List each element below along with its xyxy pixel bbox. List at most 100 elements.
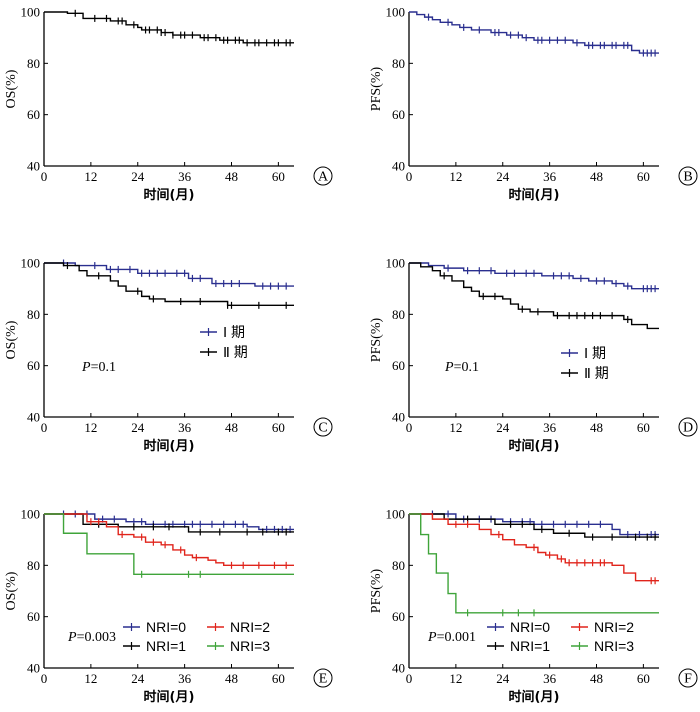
- x-tick-label: 36: [178, 671, 192, 686]
- x-axis-label: 时间(月): [144, 689, 195, 705]
- legend-item: NRI=3: [207, 638, 270, 654]
- x-tick-label: 12: [449, 671, 462, 686]
- y-axis-label: OS(%): [4, 69, 19, 108]
- y-tick-label: 80: [392, 558, 405, 573]
- y-tick-label: 60: [27, 358, 40, 373]
- p-value-number: =0.003: [77, 630, 116, 645]
- x-tick-label: 48: [225, 671, 238, 686]
- x-tick-label: 36: [178, 420, 192, 435]
- legend-label: NRI=1: [510, 638, 550, 654]
- panel-c: 0 12 24 36 48 60 40 60 80 100 时间(月) OS(%) C Ⅰ 期 Ⅱ 期 P=0…: [4, 256, 333, 454]
- panel-e: 0 12 24 36 48 60 40 60 80 100 时间(月) OS(%) E NRI=0 NRI=…: [4, 507, 333, 705]
- y-tick-label: 80: [27, 56, 40, 71]
- x-tick-label: 24: [496, 169, 510, 184]
- legend-label: Ⅱ 期: [223, 344, 248, 360]
- p-value-number: =0.1: [454, 360, 479, 375]
- panel-letter-circle: [678, 417, 698, 437]
- legend-label: NRI=0: [146, 619, 186, 635]
- panel-letter: D: [683, 421, 693, 436]
- x-tick-label: 12: [84, 169, 97, 184]
- legend-label: NRI=0: [510, 619, 550, 635]
- x-tick-label: 24: [131, 169, 145, 184]
- y-axis-label: PFS(%): [369, 317, 384, 362]
- x-tick-label: 60: [272, 169, 285, 184]
- y-tick-label: 100: [21, 5, 41, 20]
- p-value-number: =0.001: [437, 630, 476, 645]
- km-curve-nri-1: [44, 513, 294, 533]
- x-tick-label: 24: [496, 420, 510, 435]
- legend-item: NRI=0: [123, 619, 186, 635]
- legend-label: Ⅰ 期: [584, 345, 606, 361]
- legend-label: Ⅰ 期: [223, 324, 245, 340]
- p-value: P=0.1: [81, 360, 116, 375]
- x-tick-label: 0: [406, 420, 413, 435]
- panel-letter-circle: [313, 417, 333, 437]
- km-curve-nri-2: [44, 513, 294, 567]
- p-value-number: =0.1: [91, 360, 116, 375]
- p-value: P=0.003: [67, 630, 116, 645]
- y-axis-label: OS(%): [4, 320, 19, 359]
- y-tick-label: 100: [386, 507, 406, 522]
- x-tick-label: 12: [84, 671, 97, 686]
- legend-label: Ⅱ 期: [584, 365, 609, 381]
- x-tick-label: 48: [590, 169, 603, 184]
- y-tick-label: 60: [27, 107, 40, 122]
- y-tick-label: 100: [21, 256, 41, 271]
- legend-item: Ⅰ 期: [561, 345, 606, 361]
- y-tick-label: 40: [392, 661, 405, 676]
- panel-letter: C: [318, 421, 327, 436]
- km-curve-nri-0: [44, 513, 294, 531]
- panel-b: 0 12 24 36 48 60 40 60 80 100 时间(月) PFS(%) B: [369, 5, 698, 203]
- legend-item: NRI=3: [571, 638, 634, 654]
- x-tick-label: 24: [131, 420, 145, 435]
- panel-letter-circle: [678, 668, 698, 688]
- y-tick-label: 100: [386, 5, 406, 20]
- legend-label: NRI=2: [230, 619, 270, 635]
- x-axis-label: 时间(月): [509, 187, 560, 203]
- p-symbol: P: [67, 630, 77, 645]
- y-axis-label: PFS(%): [369, 66, 384, 111]
- x-axis-label: 时间(月): [509, 438, 560, 454]
- x-tick-label: 60: [637, 169, 650, 184]
- km-curve-series-1: [44, 262, 294, 307]
- y-tick-label: 60: [392, 107, 405, 122]
- legend-label: NRI=1: [146, 638, 186, 654]
- x-tick-label: 48: [590, 420, 603, 435]
- panel-f: 0 12 24 36 48 60 40 60 80 100 时间(月) PFS(%) F NRI=0 NRI…: [369, 507, 698, 705]
- x-tick-label: 60: [272, 671, 285, 686]
- panel-a: 0 12 24 36 48 60 40 60 80 100 时间(月) OS(%) A: [4, 5, 333, 203]
- legend-label: NRI=2: [594, 619, 634, 635]
- x-tick-label: 12: [449, 420, 462, 435]
- km-curve-nri-2: [409, 513, 659, 582]
- legend-item: Ⅱ 期: [561, 365, 609, 381]
- x-tick-label: 0: [41, 420, 48, 435]
- legend-item: NRI=2: [207, 619, 270, 635]
- x-tick-label: 36: [178, 169, 192, 184]
- panel-letter: B: [683, 170, 692, 185]
- panel-letter: A: [318, 170, 329, 185]
- panel-letter: E: [319, 672, 328, 687]
- y-tick-label: 80: [27, 558, 40, 573]
- legend-label: NRI=3: [230, 638, 270, 654]
- legend-item: Ⅱ 期: [200, 344, 248, 360]
- y-tick-label: 100: [386, 256, 406, 271]
- legend-item: NRI=0: [487, 619, 550, 635]
- y-tick-label: 60: [27, 609, 40, 624]
- x-tick-label: 60: [637, 420, 650, 435]
- x-axis-label: 时间(月): [144, 187, 195, 203]
- x-tick-label: 36: [543, 420, 557, 435]
- km-curve-series-0: [44, 262, 294, 287]
- y-tick-label: 40: [27, 661, 40, 676]
- y-tick-label: 60: [392, 358, 405, 373]
- y-tick-label: 80: [392, 56, 405, 71]
- x-tick-label: 0: [41, 671, 48, 686]
- km-curve-series-0: [409, 11, 659, 54]
- panel-letter: F: [684, 672, 692, 687]
- x-tick-label: 24: [131, 671, 145, 686]
- legend-item: NRI=1: [123, 638, 186, 654]
- p-value: P=0.001: [427, 630, 476, 645]
- y-axis-label: PFS(%): [369, 568, 384, 613]
- panel-letter-circle: [678, 166, 698, 186]
- x-tick-label: 36: [543, 169, 557, 184]
